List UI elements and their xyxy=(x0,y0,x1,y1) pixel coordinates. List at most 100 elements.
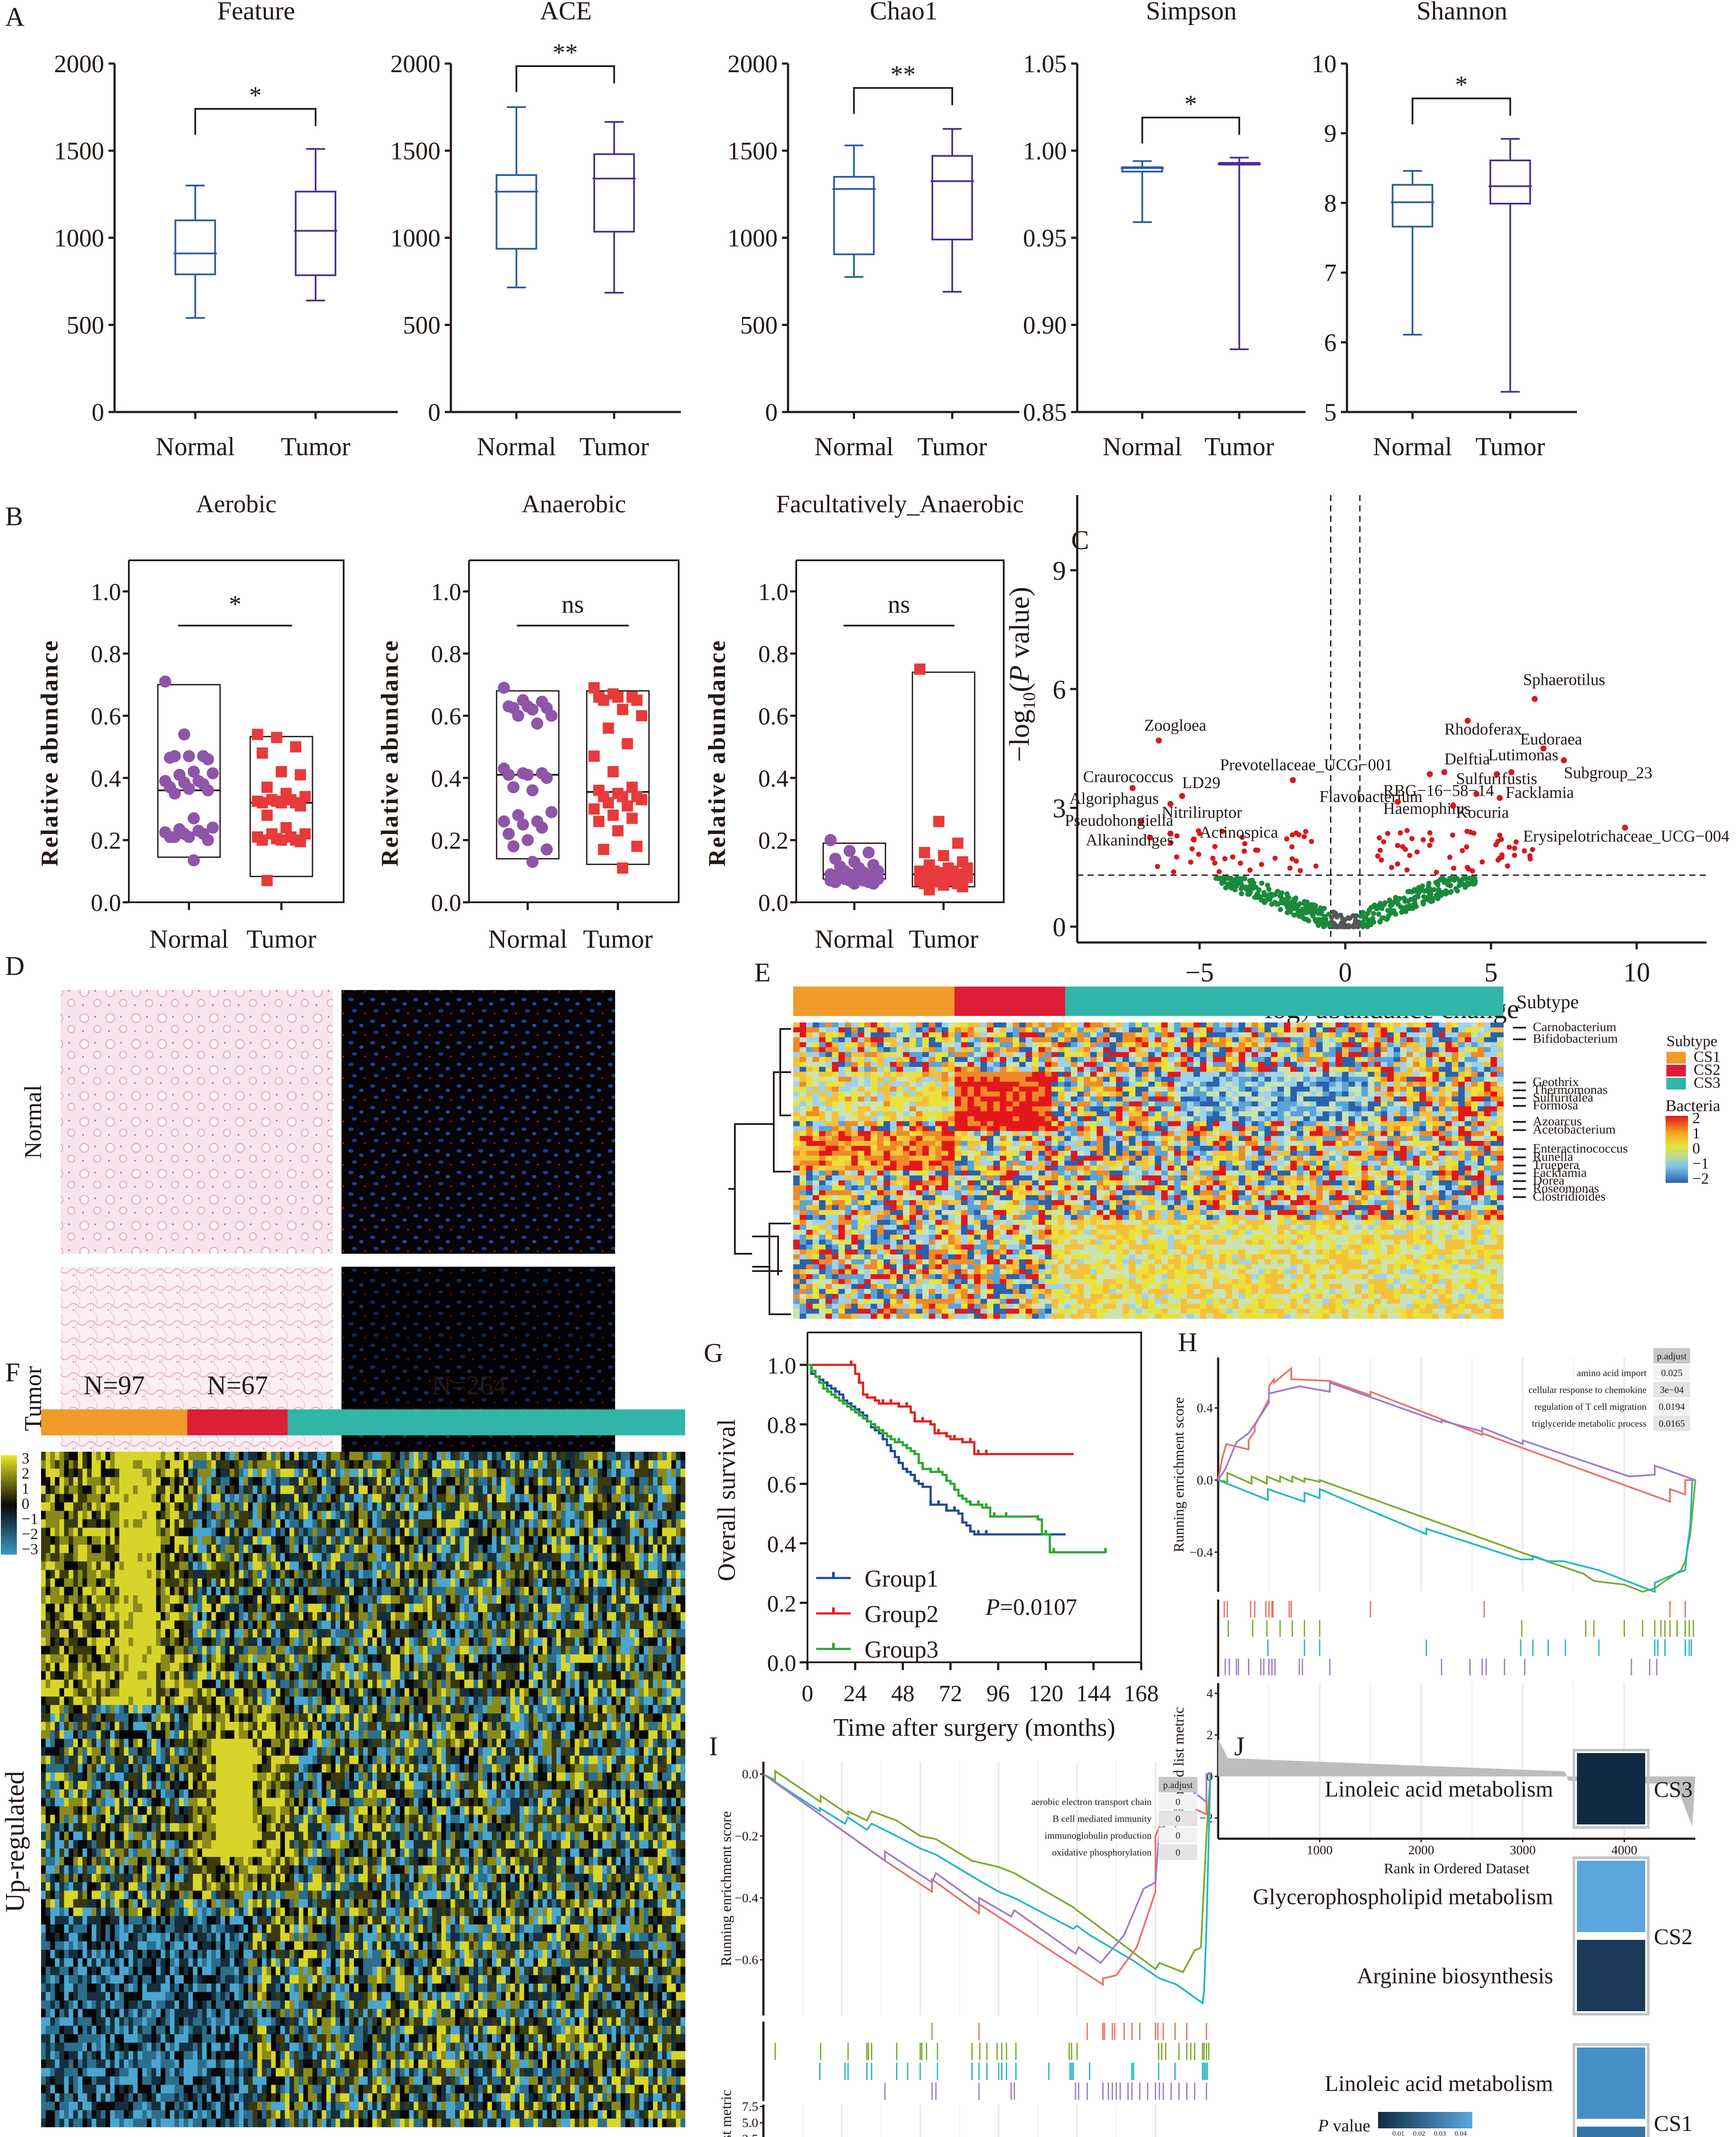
heatmap-cell xyxy=(1348,1126,1355,1131)
box-iqr xyxy=(295,191,337,276)
heatmap-cell xyxy=(1206,1146,1213,1151)
heatmap-cell xyxy=(1064,1146,1071,1151)
heatmap-cell xyxy=(993,1082,1000,1087)
heatmap-cell xyxy=(1445,1146,1452,1151)
heatmap-cell xyxy=(1316,1086,1323,1092)
heatmap-cell xyxy=(858,1062,865,1067)
heatmap-cell xyxy=(1090,1082,1097,1087)
heatmap-cell xyxy=(845,1116,852,1121)
heatmap-cell xyxy=(851,1116,858,1121)
heatmap-cell xyxy=(1478,1082,1484,1087)
plot-frame xyxy=(468,559,680,903)
data-point xyxy=(275,797,287,808)
heatmap-cell xyxy=(948,1027,955,1033)
heatmap-cell xyxy=(967,1141,974,1146)
heatmap-cell xyxy=(1019,1166,1026,1171)
heatmap-cell xyxy=(1413,1160,1420,1166)
heatmap-cell xyxy=(1484,1185,1491,1191)
heatmap-cell xyxy=(1245,1062,1252,1067)
heatmap-cell xyxy=(961,1190,968,1196)
heatmap-cell xyxy=(1316,1156,1323,1161)
heatmap-cell xyxy=(1174,1126,1181,1131)
heatmap-cell xyxy=(819,1042,826,1048)
heatmap-cell xyxy=(1426,1146,1433,1151)
data-point xyxy=(1381,915,1386,921)
heatmap-cell xyxy=(1490,1067,1497,1072)
heatmap-cell xyxy=(1090,1091,1097,1097)
heatmap-cell xyxy=(1381,1091,1388,1097)
heatmap-cell xyxy=(832,1180,839,1186)
heatmap-cell xyxy=(1064,1091,1071,1097)
heatmap-cell xyxy=(1394,1082,1401,1087)
heatmap-cell xyxy=(1335,1027,1343,1033)
heatmap-cell xyxy=(871,1022,878,1028)
heatmap-cell xyxy=(1490,1180,1497,1186)
heatmap-cell xyxy=(1439,1141,1446,1146)
heatmap-cell xyxy=(1116,1082,1123,1087)
heatmap-cell xyxy=(825,1047,833,1052)
y-axis-label: Relative abundance xyxy=(704,639,731,866)
heatmap-cell xyxy=(1045,1052,1052,1057)
heatmap-cell xyxy=(1213,1072,1220,1077)
heatmap-cell xyxy=(1394,1086,1401,1092)
heatmap-cell xyxy=(1168,1072,1174,1077)
heatmap-cell xyxy=(993,1106,1000,1112)
heatmap-cell xyxy=(954,1111,961,1117)
heatmap-cell xyxy=(1090,1072,1097,1077)
heatmap-cell xyxy=(896,1180,903,1186)
heatmap-cell xyxy=(1277,1067,1284,1072)
heatmap-cell xyxy=(1161,1131,1168,1137)
heatmap-cell xyxy=(1219,1156,1226,1161)
heatmap-cell xyxy=(1122,1067,1130,1072)
heatmap-cell xyxy=(1452,1160,1458,1166)
heatmap-cell xyxy=(793,1170,800,1176)
heatmap-cell xyxy=(916,1131,923,1137)
heatmap-cell xyxy=(1381,1106,1388,1112)
heatmap-cell xyxy=(1497,1027,1504,1033)
heatmap-cell xyxy=(1368,1106,1375,1112)
heatmap-cell xyxy=(1290,1101,1297,1107)
significance-marker: ns xyxy=(562,590,584,618)
heatmap-cell xyxy=(987,1166,994,1171)
box-tumor xyxy=(930,128,974,293)
heatmap-cell xyxy=(1019,1096,1026,1102)
heatmap-cell xyxy=(980,1106,987,1112)
heatmap-cell xyxy=(922,1111,929,1117)
heatmap-cell xyxy=(980,1052,987,1057)
heatmap-cell xyxy=(858,1096,865,1102)
heatmap-cell xyxy=(1174,1185,1181,1191)
heatmap-cell xyxy=(1109,1042,1117,1048)
heatmap-cell xyxy=(1038,1106,1046,1112)
heatmap-cell xyxy=(1090,1150,1097,1156)
heatmap-cell xyxy=(1426,1126,1433,1131)
heatmap-cell xyxy=(922,1170,929,1176)
heatmap-cell xyxy=(1458,1170,1465,1176)
heatmap-cell xyxy=(1045,1136,1052,1141)
heatmap-cell xyxy=(1381,1180,1388,1186)
subtype-bar-CS3 xyxy=(1065,987,1503,1016)
data-point xyxy=(1512,853,1517,858)
heatmap-cell xyxy=(1490,1190,1497,1196)
heatmap-cell xyxy=(1032,1091,1039,1097)
heatmap-cell xyxy=(1174,1086,1181,1092)
heatmap-cell xyxy=(1452,1136,1458,1141)
heatmap-cell xyxy=(1245,1086,1252,1092)
heatmap-cell xyxy=(1219,1175,1226,1181)
heatmap-cell xyxy=(1109,1082,1117,1087)
heatmap-cell xyxy=(793,1160,800,1166)
heatmap-cell xyxy=(1148,1072,1155,1077)
heatmap-cell xyxy=(1387,1057,1394,1062)
heatmap-cell xyxy=(1109,1141,1117,1146)
data-point xyxy=(169,831,181,843)
he-image-normal xyxy=(61,990,333,1254)
heatmap-cell xyxy=(1277,1131,1284,1137)
heatmap-cell xyxy=(1232,1121,1239,1127)
heatmap-cell xyxy=(1478,1175,1484,1181)
heatmap-cell xyxy=(1071,1062,1078,1067)
heatmap-cell xyxy=(1290,1037,1297,1043)
heatmap-cell xyxy=(974,1156,981,1161)
heatmap-cell xyxy=(1426,1032,1433,1038)
data-point xyxy=(1266,892,1272,898)
heatmap-cell xyxy=(1445,1101,1452,1107)
heatmap-cell xyxy=(832,1195,839,1201)
